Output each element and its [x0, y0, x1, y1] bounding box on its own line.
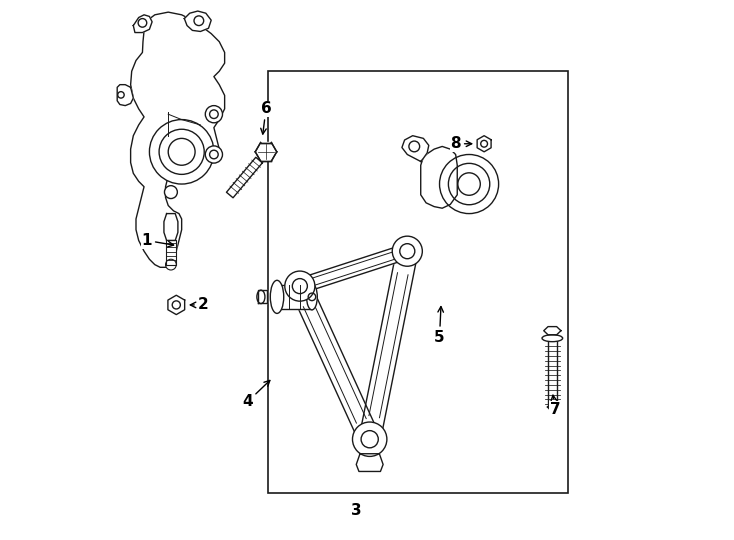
Polygon shape	[548, 407, 557, 413]
Text: 8: 8	[451, 136, 472, 151]
Polygon shape	[544, 327, 561, 335]
Polygon shape	[227, 157, 262, 198]
Polygon shape	[297, 244, 410, 293]
Circle shape	[392, 236, 422, 266]
Ellipse shape	[542, 335, 563, 342]
Polygon shape	[131, 12, 225, 267]
Polygon shape	[277, 285, 312, 309]
Ellipse shape	[270, 280, 284, 313]
Ellipse shape	[307, 284, 317, 310]
Polygon shape	[290, 282, 379, 444]
Text: 3: 3	[351, 503, 362, 518]
Circle shape	[117, 92, 124, 98]
Polygon shape	[477, 136, 491, 152]
Polygon shape	[166, 240, 176, 265]
Circle shape	[206, 106, 222, 123]
Circle shape	[138, 18, 147, 27]
Text: 7: 7	[550, 395, 560, 417]
Circle shape	[285, 271, 315, 301]
Polygon shape	[258, 291, 267, 303]
Polygon shape	[184, 11, 211, 31]
Polygon shape	[164, 214, 178, 240]
Polygon shape	[359, 249, 418, 441]
Text: 4: 4	[242, 381, 270, 409]
Circle shape	[352, 422, 387, 456]
Circle shape	[440, 154, 498, 214]
Circle shape	[206, 146, 222, 163]
Circle shape	[164, 186, 178, 199]
Ellipse shape	[257, 290, 265, 303]
Polygon shape	[117, 85, 134, 106]
Polygon shape	[548, 340, 557, 407]
Text: 5: 5	[435, 307, 445, 345]
Polygon shape	[168, 295, 185, 315]
Polygon shape	[255, 143, 277, 161]
Circle shape	[194, 16, 203, 25]
Circle shape	[409, 141, 420, 152]
Text: 2: 2	[190, 298, 208, 313]
Circle shape	[150, 119, 214, 184]
Circle shape	[166, 259, 176, 270]
Text: 6: 6	[261, 102, 272, 134]
Polygon shape	[356, 454, 383, 471]
Bar	[268, 71, 568, 493]
Polygon shape	[402, 136, 429, 161]
Polygon shape	[134, 15, 152, 32]
Polygon shape	[421, 146, 457, 208]
Text: 1: 1	[142, 233, 174, 248]
